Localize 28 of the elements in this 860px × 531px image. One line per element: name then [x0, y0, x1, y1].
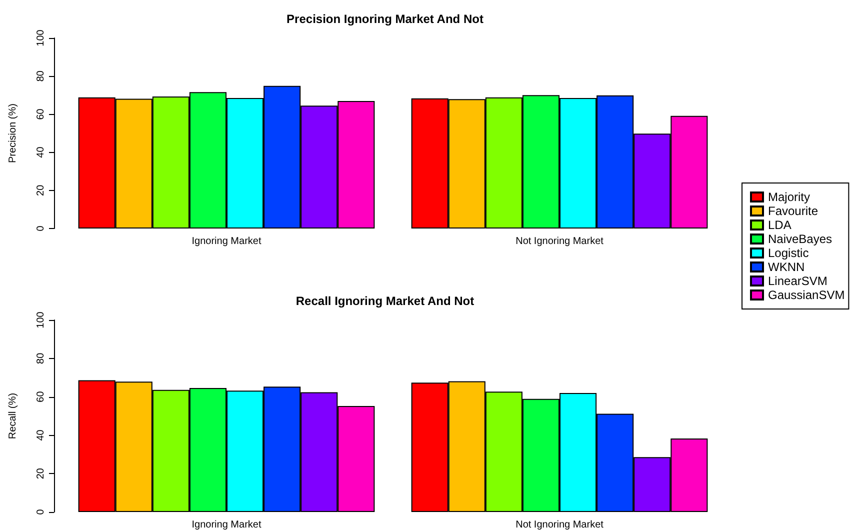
y-tick-label: 100 — [36, 311, 46, 328]
legend-label: WKNN — [768, 260, 805, 274]
y-tick-label: 20 — [36, 184, 46, 196]
legend-label: LinearSVM — [768, 274, 828, 288]
chart-title: Recall Ignoring Market And Not — [296, 294, 474, 308]
y-tick-label: 80 — [36, 352, 46, 364]
chart-title: Precision Ignoring Market And Not — [286, 12, 484, 26]
y-tick-label: 20 — [36, 468, 46, 480]
x-tick-label: Ignoring Market — [192, 520, 262, 530]
legend-label: Majority — [768, 190, 810, 204]
y-tick-label: 60 — [36, 390, 46, 402]
legend-label: LDA — [768, 218, 792, 232]
y-tick-label: 0 — [36, 225, 46, 232]
legend-label: NaiveBayes — [768, 232, 832, 246]
x-tick-label: Ignoring Market — [192, 236, 262, 247]
legend-label: Logistic — [768, 246, 809, 260]
y-axis-title: Recall (%) — [8, 392, 18, 440]
y-axis-title: Precision (%) — [8, 104, 18, 163]
y-tick-label: 40 — [36, 146, 46, 158]
legend-label: GaussianSVM — [768, 288, 845, 302]
legend-label: Favourite — [768, 204, 818, 218]
x-tick-label: Not Ignoring Market — [516, 236, 604, 247]
y-tick-label: 100 — [36, 29, 46, 46]
x-tick-label: Not Ignoring Market — [516, 520, 604, 530]
y-tick-label: 60 — [36, 108, 46, 120]
y-tick-label: 80 — [36, 70, 46, 82]
y-tick-label: 0 — [36, 508, 46, 515]
y-tick-label: 40 — [36, 429, 46, 441]
